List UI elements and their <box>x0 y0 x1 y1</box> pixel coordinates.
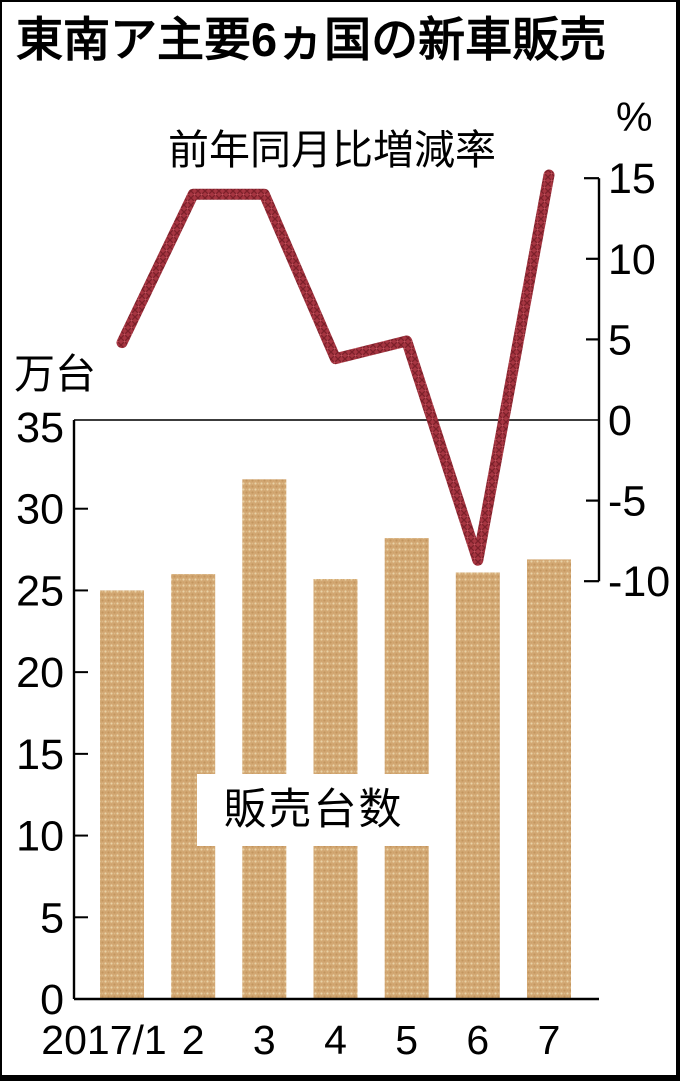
right-axis-tick-label-0: 0 <box>608 397 632 445</box>
right-axis-tick-label--10: -10 <box>608 558 670 606</box>
x-axis-label-5: 5 <box>395 1017 418 1063</box>
x-axis-label-6: 6 <box>466 1017 489 1063</box>
left-axis-tick-label-15: 15 <box>16 731 64 779</box>
bar-2017/1 <box>100 590 144 999</box>
bar-3 <box>242 479 287 999</box>
left-axis-tick-label-25: 25 <box>16 567 64 615</box>
right-axis-tick-label-15: 15 <box>608 155 656 203</box>
yoy-trend-line <box>116 169 555 566</box>
right-axis-unit-label: % <box>616 94 653 140</box>
left-axis-tick-label-0: 0 <box>40 976 64 1024</box>
left-axis-tick-label-5: 5 <box>40 894 64 942</box>
bars-group <box>100 479 571 999</box>
left-axis-tick-label-10: 10 <box>16 813 64 861</box>
right-axis-group: 15 10 5 0 -5 -10 <box>584 155 670 606</box>
right-axis-tick-label--5: -5 <box>608 478 646 526</box>
bar-7 <box>527 559 571 999</box>
chart-title: 東南ア主要6ヵ国の新車販売 <box>16 13 607 66</box>
bar-5 <box>384 538 429 999</box>
x-axis-labels-group: 2017/1 2 3 4 5 6 7 <box>41 1017 560 1063</box>
bar-6 <box>455 572 500 999</box>
left-axis-tick-label-30: 30 <box>16 486 64 534</box>
left-axis-group: 35 30 25 20 15 10 5 0 <box>16 404 599 1024</box>
left-axis-tick-label-20: 20 <box>16 649 64 697</box>
bar-series-label: 販売台数 <box>197 774 430 846</box>
x-axis-label-4: 4 <box>324 1017 347 1063</box>
right-axis-tick-label-10: 10 <box>608 236 656 284</box>
x-axis-label-3: 3 <box>253 1017 276 1063</box>
x-axis-label-2: 2 <box>182 1017 205 1063</box>
left-axis-tick-label-35: 35 <box>16 404 64 452</box>
x-axis-label-2017/1: 2017/1 <box>41 1017 166 1063</box>
line-series-label: 前年同月比増減率 <box>168 127 496 173</box>
right-axis-tick-label-5: 5 <box>608 316 632 364</box>
x-axis-label-7: 7 <box>538 1017 561 1063</box>
left-axis-unit-label: 万台 <box>14 351 96 397</box>
